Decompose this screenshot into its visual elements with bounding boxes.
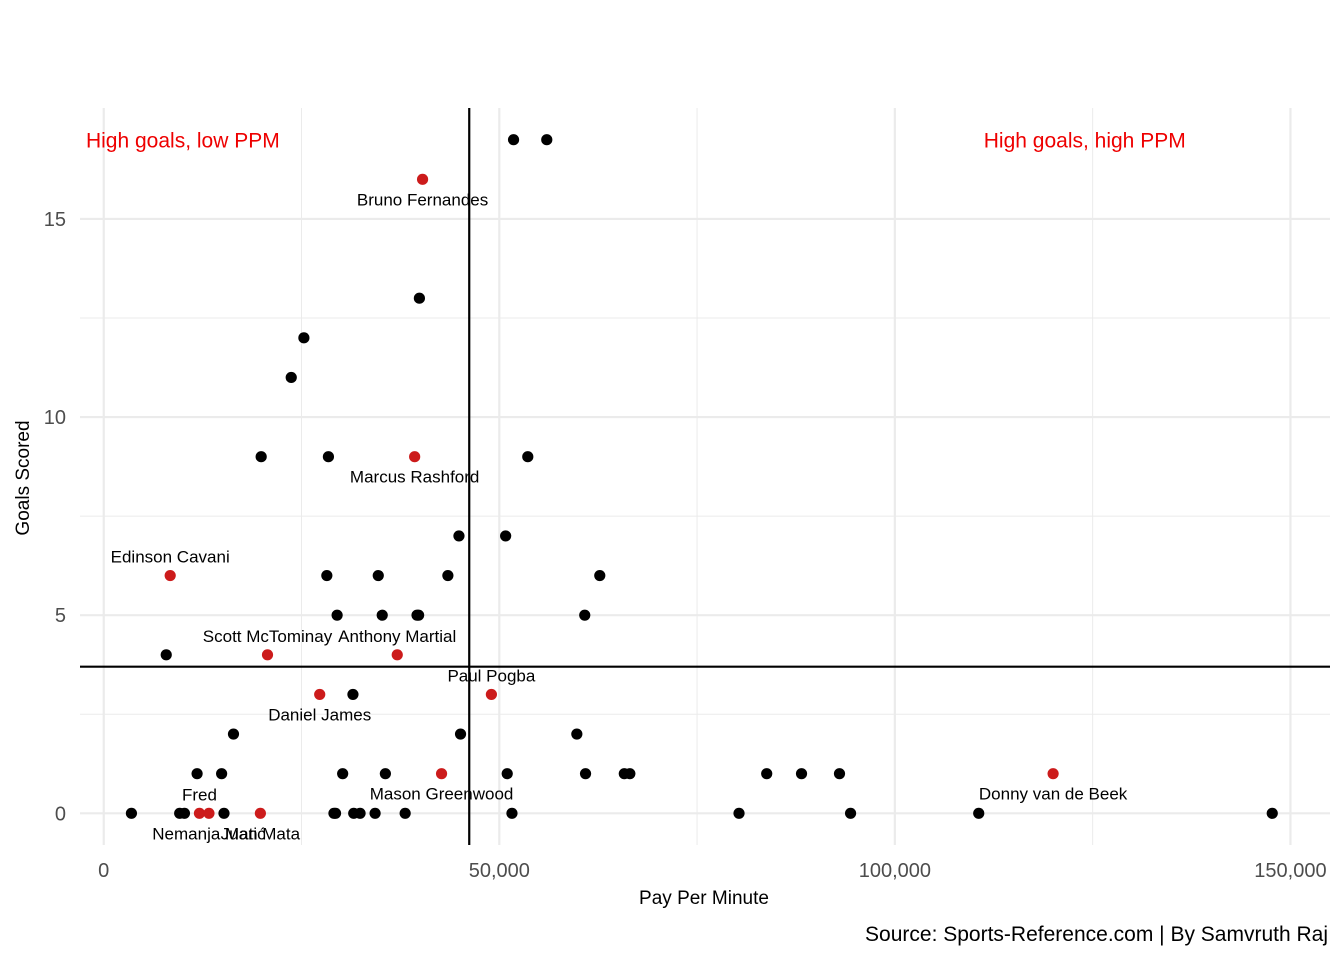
data-point bbox=[442, 569, 454, 582]
gridlines bbox=[80, 108, 1330, 845]
data-point bbox=[413, 609, 425, 621]
point-label: Fred bbox=[182, 785, 217, 804]
data-point bbox=[191, 768, 203, 780]
data-point bbox=[501, 768, 513, 780]
y-tick-label: 15 bbox=[44, 209, 66, 231]
point-label: Paul Pogba bbox=[447, 666, 535, 685]
point-label: Mason Greenwood bbox=[370, 785, 514, 804]
data-point bbox=[125, 807, 138, 819]
data-point bbox=[453, 530, 465, 542]
data-point bbox=[1266, 807, 1278, 819]
point-label: Nemanja Matić bbox=[152, 824, 266, 843]
point-label: Anthony Martial bbox=[338, 627, 456, 646]
data-point bbox=[594, 569, 606, 582]
data-point bbox=[331, 609, 343, 621]
point-label: Daniel James bbox=[268, 705, 371, 724]
reference-lines bbox=[80, 108, 1330, 845]
highlighted-point bbox=[193, 807, 206, 819]
x-tick-label: 150,000 bbox=[1254, 860, 1326, 882]
data-point bbox=[522, 451, 534, 463]
data-point bbox=[337, 768, 349, 780]
data-point bbox=[178, 807, 191, 819]
highlighted-point bbox=[485, 688, 497, 701]
data-point bbox=[844, 807, 857, 819]
data-points bbox=[125, 134, 1278, 819]
highlighted-point bbox=[391, 649, 403, 661]
x-tick-label: 50,000 bbox=[469, 860, 530, 882]
data-point bbox=[541, 134, 553, 146]
data-point bbox=[579, 609, 591, 621]
data-point bbox=[347, 688, 359, 701]
highlighted-point bbox=[261, 649, 274, 661]
data-point bbox=[973, 807, 985, 819]
point-label: Scott McTominay bbox=[203, 627, 333, 646]
data-point bbox=[227, 728, 240, 740]
quadrant-labels: High goals, low PPM High goals, high PPM bbox=[86, 130, 1186, 153]
data-point bbox=[285, 371, 297, 384]
data-point bbox=[833, 768, 846, 780]
quadrant-label: High goals, high PPM bbox=[984, 130, 1186, 153]
data-point bbox=[322, 451, 335, 463]
data-point bbox=[369, 807, 381, 819]
data-point bbox=[454, 728, 467, 740]
highlighted-point bbox=[164, 569, 176, 582]
point-label: Donny van de Beek bbox=[979, 785, 1128, 804]
point-label: Juan Mata bbox=[221, 824, 301, 843]
data-point bbox=[354, 807, 366, 819]
source-caption: Source: Sports-Reference.com | By Samvru… bbox=[865, 923, 1328, 946]
data-point bbox=[379, 768, 391, 780]
data-point bbox=[761, 768, 773, 780]
highlighted-point bbox=[1047, 768, 1059, 780]
y-axis-title: Goals Scored bbox=[13, 420, 34, 535]
data-point bbox=[298, 332, 310, 344]
data-point bbox=[321, 569, 333, 582]
x-tick-label: 0 bbox=[98, 860, 109, 882]
highlighted-point bbox=[409, 451, 421, 463]
data-point bbox=[329, 807, 342, 819]
data-point bbox=[399, 807, 411, 819]
highlighted-point bbox=[314, 688, 326, 701]
data-point bbox=[255, 451, 267, 463]
data-point bbox=[579, 768, 592, 780]
highlighted-point bbox=[416, 173, 429, 185]
x-tick-label: 100,000 bbox=[859, 860, 931, 882]
data-point bbox=[376, 609, 388, 621]
data-point bbox=[571, 728, 583, 740]
quadrant-label: High goals, low PPM bbox=[86, 130, 280, 153]
data-point bbox=[795, 768, 808, 780]
data-point bbox=[507, 134, 520, 146]
data-point bbox=[372, 569, 384, 582]
highlighted-point bbox=[254, 807, 266, 819]
point-label: Edinson Cavani bbox=[111, 548, 230, 567]
data-point bbox=[218, 807, 230, 819]
point-labels: Bruno Fernandes Marcus Rashford Edinson Ca… bbox=[111, 190, 1128, 843]
data-point bbox=[216, 768, 228, 780]
point-label: Bruno Fernandes bbox=[357, 190, 488, 209]
highlighted-point bbox=[435, 768, 448, 780]
point-label: Marcus Rashford bbox=[350, 468, 479, 487]
data-point bbox=[624, 768, 636, 780]
highlighted-point bbox=[203, 807, 215, 819]
x-axis-title: Pay Per Minute bbox=[639, 888, 769, 909]
data-point bbox=[500, 530, 512, 542]
y-tick-label: 10 bbox=[44, 407, 66, 429]
data-point bbox=[160, 649, 172, 661]
data-point bbox=[413, 292, 425, 304]
y-tick-label: 0 bbox=[55, 803, 66, 825]
data-point bbox=[733, 807, 745, 819]
y-tick-label: 5 bbox=[55, 605, 66, 627]
data-point bbox=[506, 807, 518, 819]
tick-labels: 0 50,000 100,000 150,000 0 5 10 15 bbox=[44, 209, 1327, 882]
